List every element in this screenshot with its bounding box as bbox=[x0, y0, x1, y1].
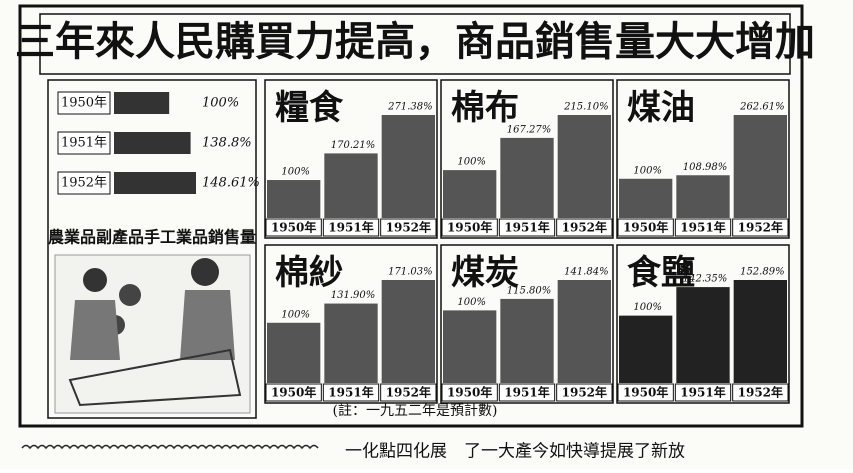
value-label: 115.80% bbox=[507, 285, 552, 296]
bar bbox=[443, 310, 496, 383]
bar bbox=[382, 115, 435, 218]
category-label: 1951年 bbox=[680, 385, 725, 400]
bar bbox=[558, 280, 611, 383]
category-label: 1950年 bbox=[271, 385, 316, 400]
value-label: 138.8% bbox=[202, 136, 252, 151]
bar bbox=[114, 132, 191, 154]
value-label: 271.38% bbox=[387, 102, 433, 113]
category-label: 1950年 bbox=[271, 220, 316, 235]
bar bbox=[114, 92, 169, 114]
value-label: 100% bbox=[457, 297, 486, 308]
value-label: 215.10% bbox=[563, 102, 609, 113]
category-label: 1950年 bbox=[447, 385, 492, 400]
category-label: 1950年 bbox=[623, 220, 668, 235]
illustration bbox=[55, 255, 250, 413]
page: 三年來人民購買力提高，商品銷售量大大增加 (註：一九五二年是預計數) 一化點四化… bbox=[0, 0, 853, 469]
category-label: 1951年 bbox=[328, 385, 373, 400]
category-label: 1950年 bbox=[447, 220, 492, 235]
value-label: 142.35% bbox=[683, 274, 728, 285]
category-label: 1952年 bbox=[61, 176, 107, 191]
chart-title: 棉紗 bbox=[275, 253, 343, 293]
chart-title: 糧食 bbox=[275, 88, 344, 128]
category-label: 1952年 bbox=[738, 220, 783, 235]
value-label: 148.61% bbox=[202, 176, 260, 191]
category-label: 1952年 bbox=[562, 385, 607, 400]
value-label: 262.61% bbox=[739, 102, 785, 113]
value-label: 152.89% bbox=[740, 267, 785, 278]
category-label: 1952年 bbox=[738, 385, 783, 400]
category-label: 1951年 bbox=[61, 136, 107, 151]
bar bbox=[324, 304, 377, 383]
bar bbox=[267, 323, 320, 383]
bar bbox=[324, 153, 377, 218]
figure-head bbox=[119, 284, 141, 306]
bar bbox=[267, 180, 320, 218]
category-label: 1952年 bbox=[386, 220, 431, 235]
category-label: 1950年 bbox=[623, 385, 668, 400]
bar bbox=[676, 287, 729, 383]
figure-head bbox=[191, 258, 219, 286]
bar bbox=[500, 299, 553, 383]
figure-head bbox=[83, 268, 107, 292]
value-label: 100% bbox=[633, 302, 662, 313]
chart-title: 棉布 bbox=[451, 88, 519, 128]
bar bbox=[734, 280, 787, 383]
category-label: 1950年 bbox=[61, 96, 107, 111]
value-label: 100% bbox=[281, 167, 310, 178]
bar bbox=[676, 175, 729, 218]
value-label: 167.27% bbox=[507, 124, 552, 135]
bottom-text: 一化點四化展 了一大產今如快導提展了新放 bbox=[345, 442, 685, 462]
category-label: 1951年 bbox=[328, 220, 373, 235]
bar bbox=[558, 115, 611, 218]
chart-title: 煤油 bbox=[627, 88, 695, 128]
page-title: 三年來人民購買力提高，商品銷售量大大增加 bbox=[15, 18, 815, 65]
category-label: 1952年 bbox=[386, 385, 431, 400]
value-label: 171.03% bbox=[388, 267, 433, 278]
bar bbox=[619, 316, 672, 383]
category-label: 1952年 bbox=[562, 220, 607, 235]
value-label: 100% bbox=[457, 157, 486, 168]
value-label: 141.84% bbox=[564, 267, 609, 278]
value-label: 170.21% bbox=[331, 140, 376, 151]
footnote: (註：一九五二年是預計數) bbox=[333, 403, 498, 419]
value-label: 131.90% bbox=[331, 290, 376, 301]
value-label: 100% bbox=[633, 165, 662, 176]
bar bbox=[382, 280, 435, 383]
bar bbox=[443, 170, 496, 218]
category-label: 1951年 bbox=[504, 385, 549, 400]
bar bbox=[500, 138, 553, 218]
value-label: 108.98% bbox=[683, 162, 728, 173]
value-label: 100% bbox=[281, 309, 310, 320]
chart-title: 農業品副產品手工業品銷售量 bbox=[48, 228, 256, 247]
value-label: 100% bbox=[202, 96, 239, 111]
bar bbox=[734, 115, 787, 218]
bar bbox=[619, 179, 672, 218]
category-label: 1951年 bbox=[680, 220, 725, 235]
category-label: 1951年 bbox=[504, 220, 549, 235]
bar bbox=[114, 172, 196, 194]
